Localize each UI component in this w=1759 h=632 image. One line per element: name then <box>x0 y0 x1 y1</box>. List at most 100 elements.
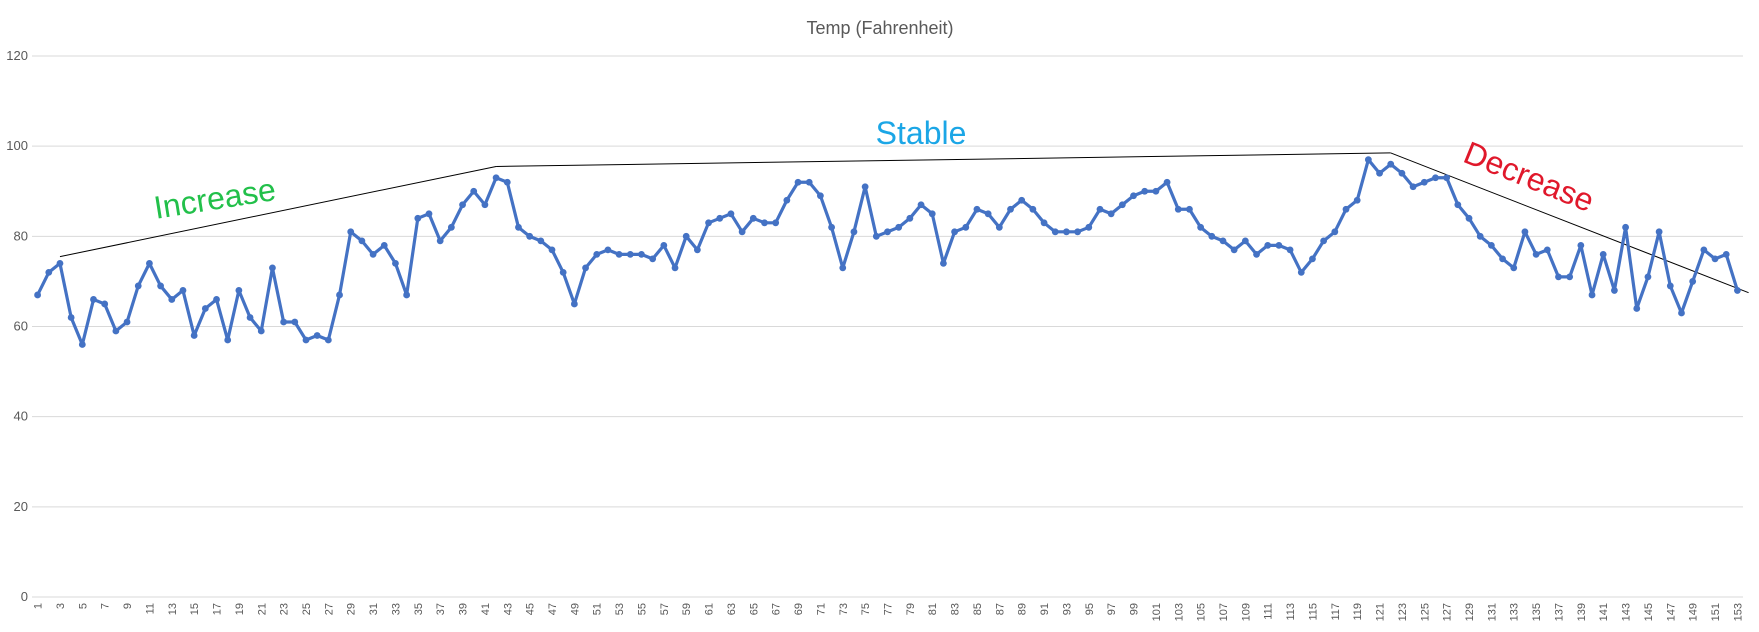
data-point <box>1510 264 1518 272</box>
x-tick-label: 139 <box>1576 603 1588 621</box>
data-point <box>1186 205 1193 213</box>
data-point <box>403 291 411 299</box>
data-point <box>1309 255 1316 263</box>
data-point <box>850 228 858 236</box>
data-point <box>593 250 601 258</box>
x-tick-label: 11 <box>144 603 156 614</box>
x-tick-label: 137 <box>1553 603 1565 621</box>
data-point <box>839 264 847 272</box>
data-point <box>1286 246 1294 254</box>
x-tick-label: 149 <box>1688 603 1700 621</box>
x-tick-label: 147 <box>1665 603 1677 621</box>
data-point <box>772 219 780 227</box>
data-point <box>134 282 142 290</box>
data-point <box>1734 287 1741 294</box>
data-point <box>749 214 757 222</box>
data-point <box>1018 196 1026 204</box>
data-point <box>738 228 746 236</box>
data-point <box>1029 205 1037 213</box>
data-point <box>1409 183 1417 191</box>
data-point <box>1264 241 1272 249</box>
data-point <box>291 318 299 326</box>
data-point <box>1096 205 1104 213</box>
data-point <box>224 336 232 344</box>
x-tick-label: 19 <box>234 603 246 615</box>
x-tick-label: 91 <box>1039 603 1051 615</box>
data-point <box>1353 196 1361 204</box>
x-tick-label: 47 <box>547 603 559 615</box>
data-point <box>1074 228 1082 236</box>
data-point <box>459 201 466 209</box>
x-tick-label: 53 <box>614 603 626 615</box>
x-tick-label: 93 <box>1061 603 1073 615</box>
x-tick-label: 37 <box>435 603 447 615</box>
data-point <box>1141 187 1149 195</box>
x-tick-label: 113 <box>1285 603 1297 621</box>
data-point <box>1689 278 1697 285</box>
x-tick-label: 95 <box>1084 603 1096 615</box>
data-point <box>1532 250 1540 258</box>
data-point <box>1521 228 1529 236</box>
y-tick-label: 120 <box>6 48 28 63</box>
y-tick-label: 0 <box>21 589 28 604</box>
data-point <box>1219 237 1227 245</box>
x-tick-label: 33 <box>390 603 402 615</box>
x-tick-label: 9 <box>122 603 134 609</box>
x-tick-label: 29 <box>346 603 358 615</box>
data-point <box>503 178 511 186</box>
data-point <box>1610 287 1618 294</box>
x-tick-label: 107 <box>1218 603 1230 621</box>
data-point <box>1577 241 1585 249</box>
data-point <box>1063 228 1070 236</box>
data-point <box>201 305 209 312</box>
data-point <box>481 201 489 209</box>
x-tick-label: 105 <box>1196 603 1208 621</box>
data-point <box>112 327 120 335</box>
data-point <box>984 210 992 218</box>
x-tick-label: 15 <box>189 603 201 615</box>
x-tick-label: 55 <box>636 603 648 615</box>
x-tick-label: 125 <box>1419 603 1431 621</box>
data-point <box>1320 237 1328 245</box>
data-point <box>1174 205 1182 213</box>
x-tick-label: 35 <box>413 603 425 615</box>
x-tick-label: 123 <box>1397 603 1409 621</box>
data-point <box>794 178 802 186</box>
data-point <box>1476 232 1484 240</box>
data-point <box>369 250 377 258</box>
data-point <box>1655 228 1663 236</box>
data-point <box>1588 291 1596 299</box>
x-tick-label: 21 <box>256 603 268 615</box>
data-point <box>414 214 422 222</box>
data-point <box>1130 192 1137 200</box>
data-point <box>861 183 869 191</box>
x-tick-label: 3 <box>55 603 67 609</box>
data-point <box>1208 232 1216 240</box>
data-point <box>917 201 925 209</box>
trendlines <box>59 152 1749 294</box>
y-tick-label: 20 <box>14 499 28 514</box>
y-tick-label: 80 <box>14 228 28 243</box>
data-point <box>1666 282 1674 290</box>
x-tick-label: 1 <box>33 603 45 609</box>
x-tick-label: 87 <box>994 603 1006 615</box>
x-tick-label: 153 <box>1732 603 1744 621</box>
x-tick-label: 51 <box>592 603 604 615</box>
x-tick-label: 13 <box>167 603 179 615</box>
x-tick-label: 25 <box>301 603 313 615</box>
x-tick-label: 135 <box>1531 603 1543 621</box>
x-tick-label: 121 <box>1375 603 1387 621</box>
x-tick-label: 57 <box>659 603 671 615</box>
trendline <box>1390 152 1749 294</box>
data-point <box>1398 169 1406 177</box>
data-point <box>123 318 131 326</box>
data-point <box>168 296 176 303</box>
data-point <box>671 264 679 272</box>
data-point <box>582 264 589 272</box>
data-point <box>246 314 254 321</box>
data-point <box>1599 250 1607 258</box>
data-point <box>1555 273 1562 281</box>
data-point <box>1342 205 1350 213</box>
y-tick-label: 40 <box>14 409 28 424</box>
y-tick-label: 60 <box>14 319 28 334</box>
